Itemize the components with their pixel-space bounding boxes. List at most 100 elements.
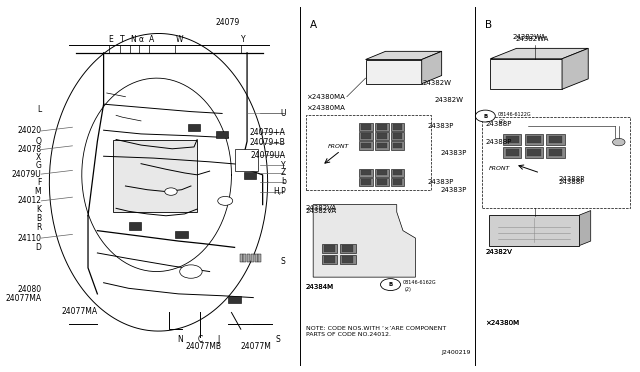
- Polygon shape: [579, 211, 591, 246]
- Bar: [506, 136, 518, 144]
- Bar: [188, 124, 200, 131]
- Bar: [307, 115, 431, 190]
- Polygon shape: [562, 48, 588, 89]
- Bar: [340, 255, 356, 264]
- Text: 24079+A: 24079+A: [250, 128, 285, 137]
- Text: 24110: 24110: [17, 234, 41, 243]
- Bar: [359, 123, 373, 131]
- Bar: [527, 149, 541, 157]
- Text: H,P: H,P: [273, 187, 285, 196]
- Bar: [489, 215, 579, 246]
- Text: 24079U: 24079U: [12, 170, 41, 179]
- Text: S: S: [281, 257, 285, 266]
- Bar: [244, 172, 257, 179]
- Text: E: E: [109, 35, 113, 44]
- Circle shape: [218, 196, 233, 205]
- Text: 08146-6122G: 08146-6122G: [498, 112, 531, 117]
- Text: 24382VA: 24382VA: [306, 205, 337, 211]
- Text: ×24380M: ×24380M: [485, 320, 520, 326]
- Bar: [129, 222, 141, 230]
- Circle shape: [381, 279, 401, 291]
- Text: α: α: [138, 35, 143, 44]
- Text: 24077M: 24077M: [241, 342, 272, 351]
- Bar: [392, 133, 402, 139]
- Bar: [390, 132, 404, 140]
- Bar: [525, 134, 543, 145]
- Bar: [247, 254, 250, 262]
- Text: 24384M: 24384M: [306, 284, 334, 290]
- Text: X: X: [36, 153, 41, 162]
- Text: J: J: [217, 335, 220, 344]
- Text: L: L: [37, 105, 41, 114]
- Bar: [259, 254, 261, 262]
- Text: C: C: [197, 335, 202, 344]
- Polygon shape: [313, 205, 415, 277]
- Text: Z: Z: [280, 168, 285, 177]
- Text: 24077MA: 24077MA: [5, 294, 41, 303]
- Bar: [506, 149, 518, 157]
- Bar: [377, 124, 387, 130]
- Bar: [481, 117, 630, 208]
- Bar: [322, 255, 337, 264]
- Bar: [392, 142, 402, 148]
- Polygon shape: [422, 51, 442, 84]
- Bar: [362, 170, 371, 176]
- Circle shape: [164, 188, 177, 195]
- Text: T: T: [120, 35, 124, 44]
- Text: B: B: [484, 20, 492, 31]
- Text: B: B: [388, 282, 392, 287]
- Text: (2): (2): [404, 287, 411, 292]
- Text: 24388P: 24388P: [559, 176, 586, 182]
- Polygon shape: [490, 59, 562, 89]
- Text: J2400219: J2400219: [441, 350, 470, 355]
- Text: 24383P: 24383P: [428, 179, 454, 185]
- Text: 24384M: 24384M: [306, 284, 334, 290]
- Bar: [547, 134, 565, 145]
- Bar: [549, 149, 563, 157]
- Text: W: W: [175, 35, 183, 44]
- Text: 24080: 24080: [17, 285, 41, 294]
- Bar: [390, 169, 404, 177]
- Polygon shape: [365, 60, 422, 84]
- Text: 24383P: 24383P: [440, 187, 467, 193]
- Text: 24382V: 24382V: [485, 249, 512, 255]
- Circle shape: [476, 110, 495, 122]
- Text: FRONT: FRONT: [488, 166, 510, 171]
- Bar: [392, 179, 402, 185]
- Text: 24388P: 24388P: [485, 139, 512, 145]
- Text: 24078: 24078: [17, 145, 41, 154]
- Bar: [113, 140, 197, 212]
- Bar: [503, 134, 522, 145]
- Text: 24383P: 24383P: [440, 150, 467, 155]
- Bar: [375, 169, 388, 177]
- Bar: [375, 123, 388, 131]
- Bar: [251, 254, 254, 262]
- Text: 24077MB: 24077MB: [186, 342, 222, 351]
- Text: 24382VA: 24382VA: [306, 208, 337, 214]
- Bar: [375, 132, 388, 140]
- Bar: [390, 123, 404, 131]
- Text: F: F: [37, 178, 41, 187]
- Text: N: N: [130, 35, 136, 44]
- Bar: [239, 254, 243, 262]
- Text: B: B: [36, 214, 41, 223]
- Text: R: R: [36, 223, 41, 232]
- Bar: [549, 136, 563, 144]
- Text: 08146-6162G: 08146-6162G: [403, 280, 436, 285]
- Text: 24079+B: 24079+B: [250, 138, 285, 147]
- Bar: [362, 142, 371, 148]
- Bar: [362, 179, 371, 185]
- Bar: [342, 246, 353, 252]
- Bar: [377, 179, 387, 185]
- Bar: [359, 178, 373, 186]
- Bar: [377, 170, 387, 176]
- Text: M: M: [35, 187, 41, 196]
- Bar: [375, 141, 388, 150]
- Text: b: b: [281, 177, 285, 186]
- Bar: [359, 141, 373, 150]
- Bar: [377, 133, 387, 139]
- Bar: [392, 124, 402, 130]
- Text: 24382WA: 24382WA: [515, 36, 548, 42]
- Text: PARTS OF CODE NO.24012.: PARTS OF CODE NO.24012.: [306, 332, 390, 337]
- Text: ×24380MA: ×24380MA: [306, 105, 344, 111]
